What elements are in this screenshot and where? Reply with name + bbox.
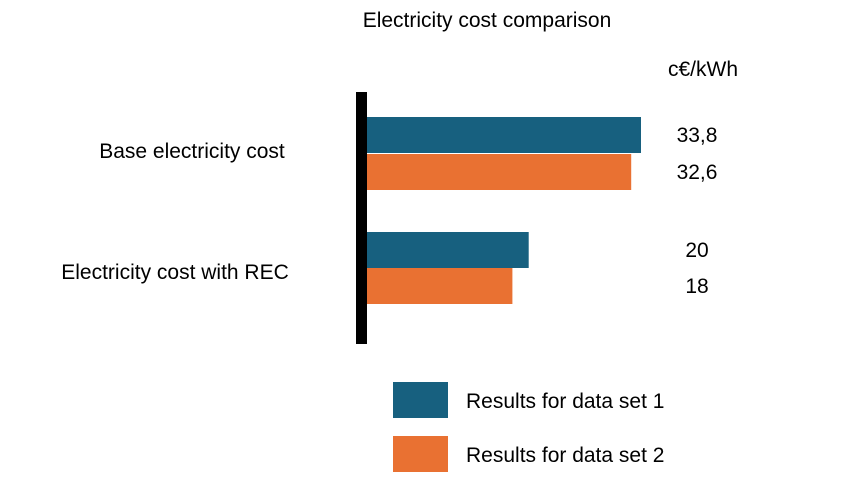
legend-swatch: [393, 382, 448, 418]
bar: [366, 117, 641, 153]
bar: [366, 232, 529, 268]
category-label: Base electricity cost: [99, 140, 285, 163]
data-label: 20: [685, 239, 708, 262]
chart-title: Electricity cost comparison: [363, 9, 612, 32]
legend-swatch: [393, 436, 448, 472]
bars: [366, 117, 641, 304]
value-labels: 33,8 20 32,6 18: [677, 124, 718, 298]
legend-label: Results for data set 2: [466, 444, 664, 467]
bar: [366, 154, 632, 190]
category-label: Electricity cost with REC: [61, 261, 289, 284]
category-labels: Base electricity cost Electricity cost wi…: [61, 140, 289, 284]
legend: Results for data set 1 Results for data s…: [393, 382, 664, 472]
category-axis-line: [356, 92, 367, 344]
data-label: 32,6: [677, 161, 718, 184]
data-label: 33,8: [677, 124, 718, 147]
unit-label: c€/kWh: [668, 58, 738, 81]
data-label: 18: [685, 275, 708, 298]
bar: [366, 268, 513, 304]
legend-label: Results for data set 1: [466, 390, 664, 413]
